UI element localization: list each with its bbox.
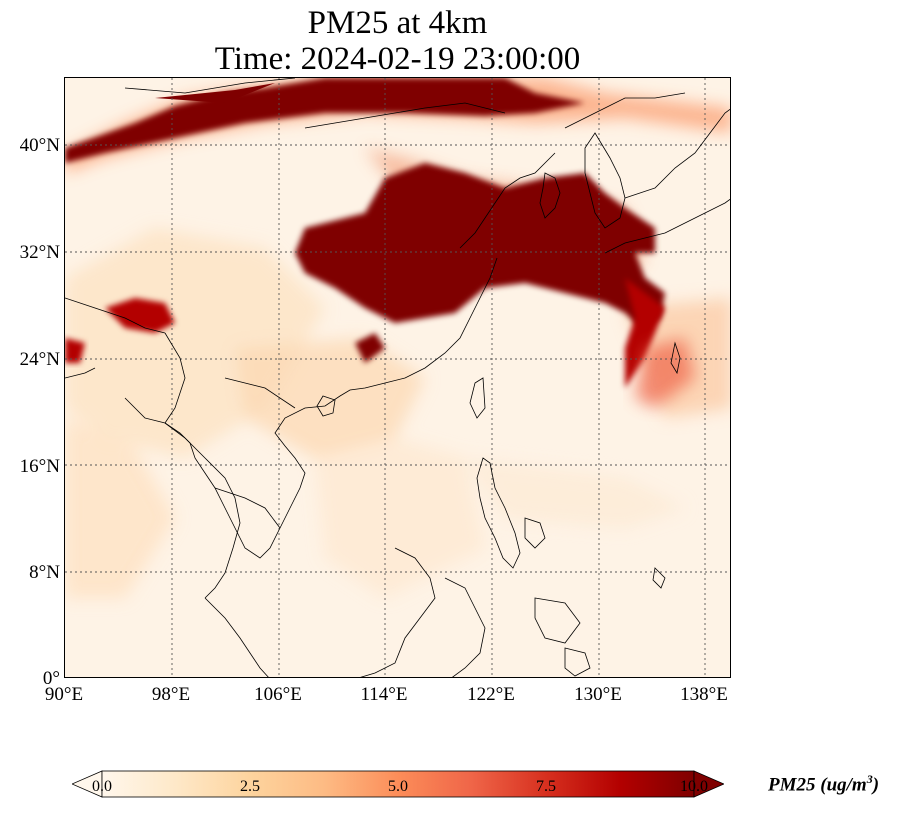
map-gridlines <box>65 78 730 677</box>
x-tick-label: 130°E <box>574 684 622 705</box>
y-tick-label: 0° <box>42 668 60 689</box>
colorbar-tick-label: 0.0 <box>92 778 112 795</box>
colorbar-tick-label: 7.5 <box>536 778 556 795</box>
y-tick-label: 8°N <box>29 562 60 583</box>
colorbar <box>72 770 724 798</box>
colorbar-tick-label: 2.5 <box>240 778 260 795</box>
colorbar-gradient <box>101 770 695 798</box>
x-tick-label: 122°E <box>467 684 515 705</box>
x-tick-label: 106°E <box>254 684 302 705</box>
colorbar-title: PM25 (ug/m3) <box>768 772 880 796</box>
colorbar-tick-label: 5.0 <box>388 778 408 795</box>
y-tick-label: 16°N <box>19 456 60 477</box>
map-subtitle-time: Time: 2024-02-19 23:00:00 <box>214 41 581 77</box>
coastlines-and-borders <box>65 78 730 677</box>
pm25-field <box>65 78 730 677</box>
y-tick-label: 32°N <box>19 242 60 263</box>
map-title: PM25 at 4km <box>307 5 488 41</box>
x-tick-label: 114°E <box>360 684 408 705</box>
x-tick-label: 138°E <box>680 684 728 705</box>
x-tick-label: 98°E <box>151 684 191 705</box>
pm25-high-concentration-plumes <box>65 78 730 408</box>
x-tick-label: 90°E <box>44 684 84 705</box>
map-panel <box>64 77 731 678</box>
colorbar-tick-label: 10.0 <box>680 778 708 795</box>
y-tick-label: 24°N <box>19 349 60 370</box>
y-tick-label: 40°N <box>19 135 60 156</box>
pm25-low-concentration-areas <box>65 228 730 598</box>
colorbar-max-arrow <box>693 770 724 798</box>
